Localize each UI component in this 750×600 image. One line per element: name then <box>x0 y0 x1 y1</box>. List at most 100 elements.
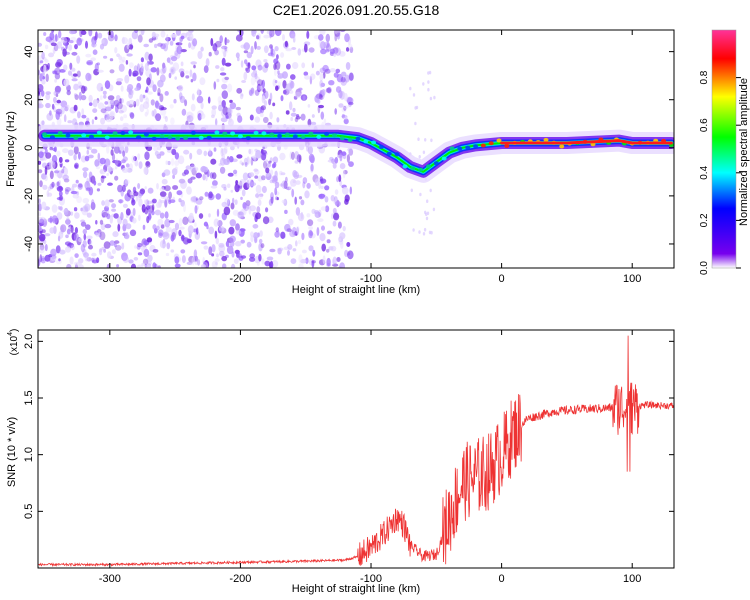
noise-speck <box>286 63 291 70</box>
noise-speck <box>159 191 167 197</box>
noise-speck <box>307 118 312 127</box>
noise-speck <box>154 150 159 156</box>
noise-speck <box>256 261 260 266</box>
noise-speck <box>161 64 167 74</box>
noise-speck <box>164 198 168 207</box>
noise-speck <box>129 112 134 118</box>
noise-speck <box>63 78 70 87</box>
noise-speck <box>85 72 92 82</box>
noise-speck <box>228 226 235 235</box>
noise-speck <box>164 116 168 122</box>
noise-speck <box>91 199 95 207</box>
ridge-blob <box>277 133 283 138</box>
noise-speck <box>292 62 299 69</box>
noise-speck <box>221 45 228 50</box>
noise-speck <box>261 258 265 265</box>
noise-speck <box>211 114 215 119</box>
noise-speck <box>56 181 60 187</box>
noise-speck <box>76 37 82 46</box>
noise-speck <box>329 48 336 55</box>
ridge-blob <box>57 131 63 135</box>
noise-speck <box>42 184 48 190</box>
noise-speck <box>197 113 202 121</box>
noise-speck <box>138 161 143 169</box>
noise-speck <box>38 203 42 212</box>
ridge-blob <box>371 140 377 145</box>
noise-speck <box>234 199 238 205</box>
ridge-blob <box>496 138 502 143</box>
noise-speck <box>193 64 196 69</box>
noise-speck <box>249 257 256 262</box>
noise-speck <box>338 238 342 242</box>
noise-speck <box>330 195 335 202</box>
noise-speck <box>326 239 331 244</box>
ridge-blob <box>104 135 110 140</box>
noise-speck <box>320 82 326 87</box>
noise-speck <box>310 73 316 80</box>
noise-speck <box>160 68 166 75</box>
noise-speck <box>161 232 169 237</box>
noise-speck <box>261 175 266 181</box>
ridge-blob <box>426 164 431 169</box>
noise-speck <box>41 255 45 262</box>
noise-speck <box>254 73 258 80</box>
noise-speck <box>126 101 131 106</box>
noise-speck <box>302 95 306 101</box>
noise-speck <box>250 156 254 166</box>
noise-speck <box>113 213 119 219</box>
noise-speck <box>195 198 203 205</box>
noise-speck <box>41 173 47 180</box>
noise-speck <box>118 150 122 154</box>
noise-speck <box>67 120 73 124</box>
noise-speck <box>284 223 291 232</box>
noise-speck <box>265 172 272 181</box>
y-tick-label: -20 <box>23 188 35 204</box>
noise-speck <box>126 53 133 57</box>
noise-speck <box>256 45 261 50</box>
noise-speck <box>104 223 112 229</box>
noise-speck <box>228 115 232 123</box>
noise-speck <box>252 224 259 229</box>
noise-speck <box>38 91 41 97</box>
noise-speck <box>249 205 256 212</box>
noise-speck <box>134 245 138 249</box>
noise-speck <box>219 250 225 257</box>
noise-speck <box>176 190 183 196</box>
noise-speck <box>318 94 323 100</box>
noise-speck <box>65 246 71 253</box>
noise-speck <box>117 223 121 232</box>
noise-speck <box>248 148 252 155</box>
noise-speck <box>135 195 139 202</box>
noise-speck <box>121 252 128 261</box>
noise-speck <box>82 240 87 248</box>
noise-speck <box>304 190 310 199</box>
noise-speck <box>273 63 277 71</box>
noise-speck <box>233 258 239 264</box>
noise-speck <box>148 38 154 43</box>
noise-speck <box>318 193 326 198</box>
noise-speck <box>257 79 263 87</box>
noise-speck <box>121 184 126 192</box>
noise-speck <box>253 232 259 239</box>
noise-speck <box>41 79 46 85</box>
noise-speck <box>152 262 157 268</box>
noise-speck <box>121 56 126 62</box>
noise-speck <box>249 89 253 96</box>
noise-speck <box>109 110 116 119</box>
snr-x-axis-label: Height of straight line (km) <box>292 583 420 595</box>
noise-speck <box>144 89 148 93</box>
ridge-blob <box>379 144 384 149</box>
noise-speck <box>297 48 302 56</box>
noise-speck <box>49 110 52 116</box>
noise-speck <box>137 242 143 248</box>
noise-speck <box>426 211 430 216</box>
noise-speck <box>194 222 197 227</box>
noise-speck <box>69 256 74 265</box>
noise-speck <box>66 228 71 235</box>
noise-speck <box>107 251 112 259</box>
noise-speck <box>129 229 137 237</box>
noise-speck <box>111 203 117 209</box>
noise-speck <box>240 60 244 68</box>
noise-speck <box>152 198 157 204</box>
noise-speck <box>229 235 236 243</box>
